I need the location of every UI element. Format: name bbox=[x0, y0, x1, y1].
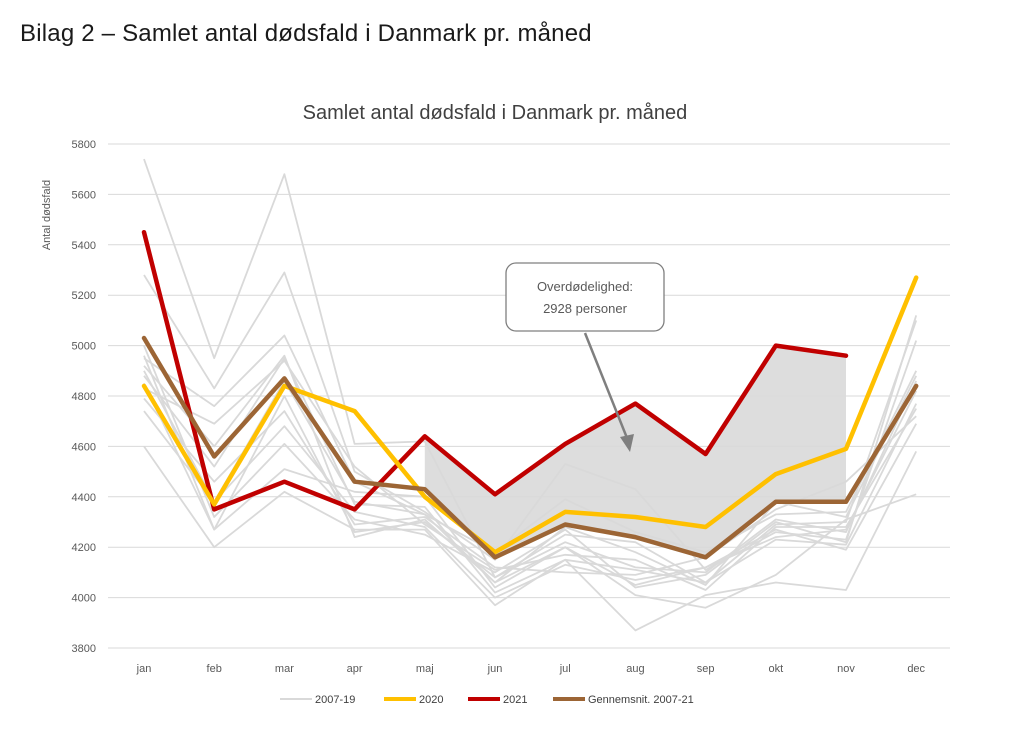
legend-label-2020: 2020 bbox=[419, 694, 443, 706]
historic-line-11 bbox=[143, 315, 918, 589]
y-axis-ticks: 3800 4000 4200 4400 4600 4800 5000 5200 5400 5600… bbox=[72, 139, 96, 655]
series-line-gennemsnit-2007-21 bbox=[141, 335, 919, 560]
legend-item-historic: 2007-19 bbox=[280, 694, 355, 706]
y-tick-3800: 3800 bbox=[72, 643, 96, 655]
page-heading: Bilag 2 – Samlet antal dødsfald i Danmar… bbox=[20, 20, 592, 47]
y-tick-4800: 4800 bbox=[72, 391, 96, 403]
y-tick-5600: 5600 bbox=[72, 189, 96, 201]
y-tick-5200: 5200 bbox=[72, 290, 96, 302]
historic-line-5 bbox=[143, 357, 918, 594]
y-tick-4600: 4600 bbox=[72, 441, 96, 453]
legend-item-average: Gennemsnit. 2007-21 bbox=[553, 694, 694, 706]
legend-item-2021: 2021 bbox=[468, 694, 527, 706]
excess-mortality-area bbox=[424, 345, 846, 558]
legend-label-2021: 2021 bbox=[503, 694, 527, 706]
legend-label-historic: 2007-19 bbox=[315, 694, 355, 706]
x-tick-mar: mar bbox=[275, 663, 294, 675]
y-tick-5800: 5800 bbox=[72, 139, 96, 151]
y-tick-4200: 4200 bbox=[72, 542, 96, 554]
x-tick-nov: nov bbox=[837, 663, 855, 675]
historic-line-13 bbox=[143, 370, 918, 586]
historic-line-3 bbox=[143, 334, 918, 554]
legend-item-2020: 2020 bbox=[384, 694, 443, 706]
callout-arrowhead bbox=[620, 434, 634, 452]
historic-line-10 bbox=[143, 355, 917, 609]
y-axis-label: Antal dødsfald bbox=[41, 180, 53, 250]
x-tick-jan: jan bbox=[136, 663, 152, 675]
excess-mortality-callout: Overdødelighed: 2928 personer bbox=[505, 262, 665, 452]
x-tick-sep: sep bbox=[697, 663, 715, 675]
y-tick-5000: 5000 bbox=[72, 341, 96, 353]
x-tick-dec: dec bbox=[907, 663, 925, 675]
historic-lines bbox=[143, 158, 918, 632]
x-tick-maj: maj bbox=[416, 663, 434, 675]
x-tick-okt: okt bbox=[768, 663, 783, 675]
gridlines bbox=[108, 143, 950, 649]
historic-line-12 bbox=[143, 380, 918, 579]
series-line-2020 bbox=[141, 275, 919, 555]
legend: 2007-19 2020 2021 Gennemsnit. 2007-21 bbox=[280, 694, 694, 706]
callout-arrow bbox=[583, 332, 629, 439]
callout-line-1: Overdødelighed: bbox=[537, 279, 633, 294]
chart-title: Samlet antal dødsfald i Danmark pr. måne… bbox=[303, 102, 688, 124]
x-axis-ticks: jan feb mar apr maj jun jul aug sep okt nov dec bbox=[136, 663, 926, 675]
x-tick-feb: feb bbox=[207, 663, 222, 675]
excess-mortality-shade bbox=[424, 345, 846, 558]
y-tick-4400: 4400 bbox=[72, 492, 96, 504]
historic-line-1 bbox=[143, 158, 918, 584]
highlight-series bbox=[141, 229, 919, 560]
x-tick-jun: jun bbox=[487, 663, 503, 675]
x-tick-aug: aug bbox=[626, 663, 644, 675]
historic-line-6 bbox=[143, 359, 917, 591]
y-tick-4000: 4000 bbox=[72, 593, 96, 605]
legend-label-average: Gennemsnit. 2007-21 bbox=[588, 694, 694, 706]
y-tick-5400: 5400 bbox=[72, 240, 96, 252]
callout-line-2: 2928 personer bbox=[543, 301, 628, 316]
historic-line-9 bbox=[143, 445, 918, 632]
callout-box bbox=[505, 262, 665, 332]
series-line-2021 bbox=[141, 229, 849, 512]
historic-line-8 bbox=[143, 410, 917, 599]
x-tick-jul: jul bbox=[559, 663, 571, 675]
x-tick-apr: apr bbox=[347, 663, 363, 675]
